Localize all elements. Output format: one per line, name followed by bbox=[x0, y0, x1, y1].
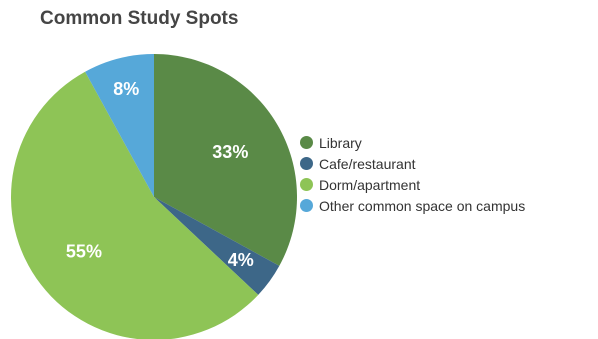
legend-swatch-cafe-restaurant bbox=[300, 157, 313, 170]
chart-title: Common Study Spots bbox=[40, 8, 239, 29]
legend-label-cafe-restaurant: Cafe/restaurant bbox=[319, 155, 416, 172]
pie-slices bbox=[11, 54, 298, 339]
pie-slice-cafe-restaurant bbox=[154, 197, 280, 295]
legend-swatch-other-common-space bbox=[300, 199, 313, 212]
pie-slice-library bbox=[154, 54, 298, 266]
legend-swatch-dorm-apartment bbox=[300, 178, 313, 191]
legend-label-other-common-space: Other common space on campus bbox=[319, 197, 526, 214]
legend-swatch-library bbox=[300, 136, 313, 149]
legend-item-cafe-restaurant: Cafe/restaurant bbox=[300, 153, 525, 174]
pie-data-labels: 33% 4% 55% 8% bbox=[66, 79, 254, 270]
legend-item-dorm-apartment: Dorm/apartment bbox=[300, 174, 525, 195]
pie-slice-other-common-space bbox=[85, 54, 154, 197]
legend-label-dorm-apartment: Dorm/apartment bbox=[319, 176, 421, 193]
slice-label-library: 33% bbox=[212, 142, 248, 162]
slice-label-dorm-apartment: 55% bbox=[66, 241, 102, 261]
pie-slice-dorm-apartment bbox=[11, 71, 259, 339]
legend-label-library: Library bbox=[319, 134, 362, 151]
slice-label-cafe-restaurant: 4% bbox=[228, 250, 254, 270]
legend-item-other-common-space: Other common space on campus bbox=[300, 195, 525, 216]
chart-legend: Library Cafe/restaurant Dorm/apartment O… bbox=[300, 132, 525, 216]
slice-label-other-common-space: 8% bbox=[113, 79, 139, 99]
legend-item-library: Library bbox=[300, 132, 525, 153]
